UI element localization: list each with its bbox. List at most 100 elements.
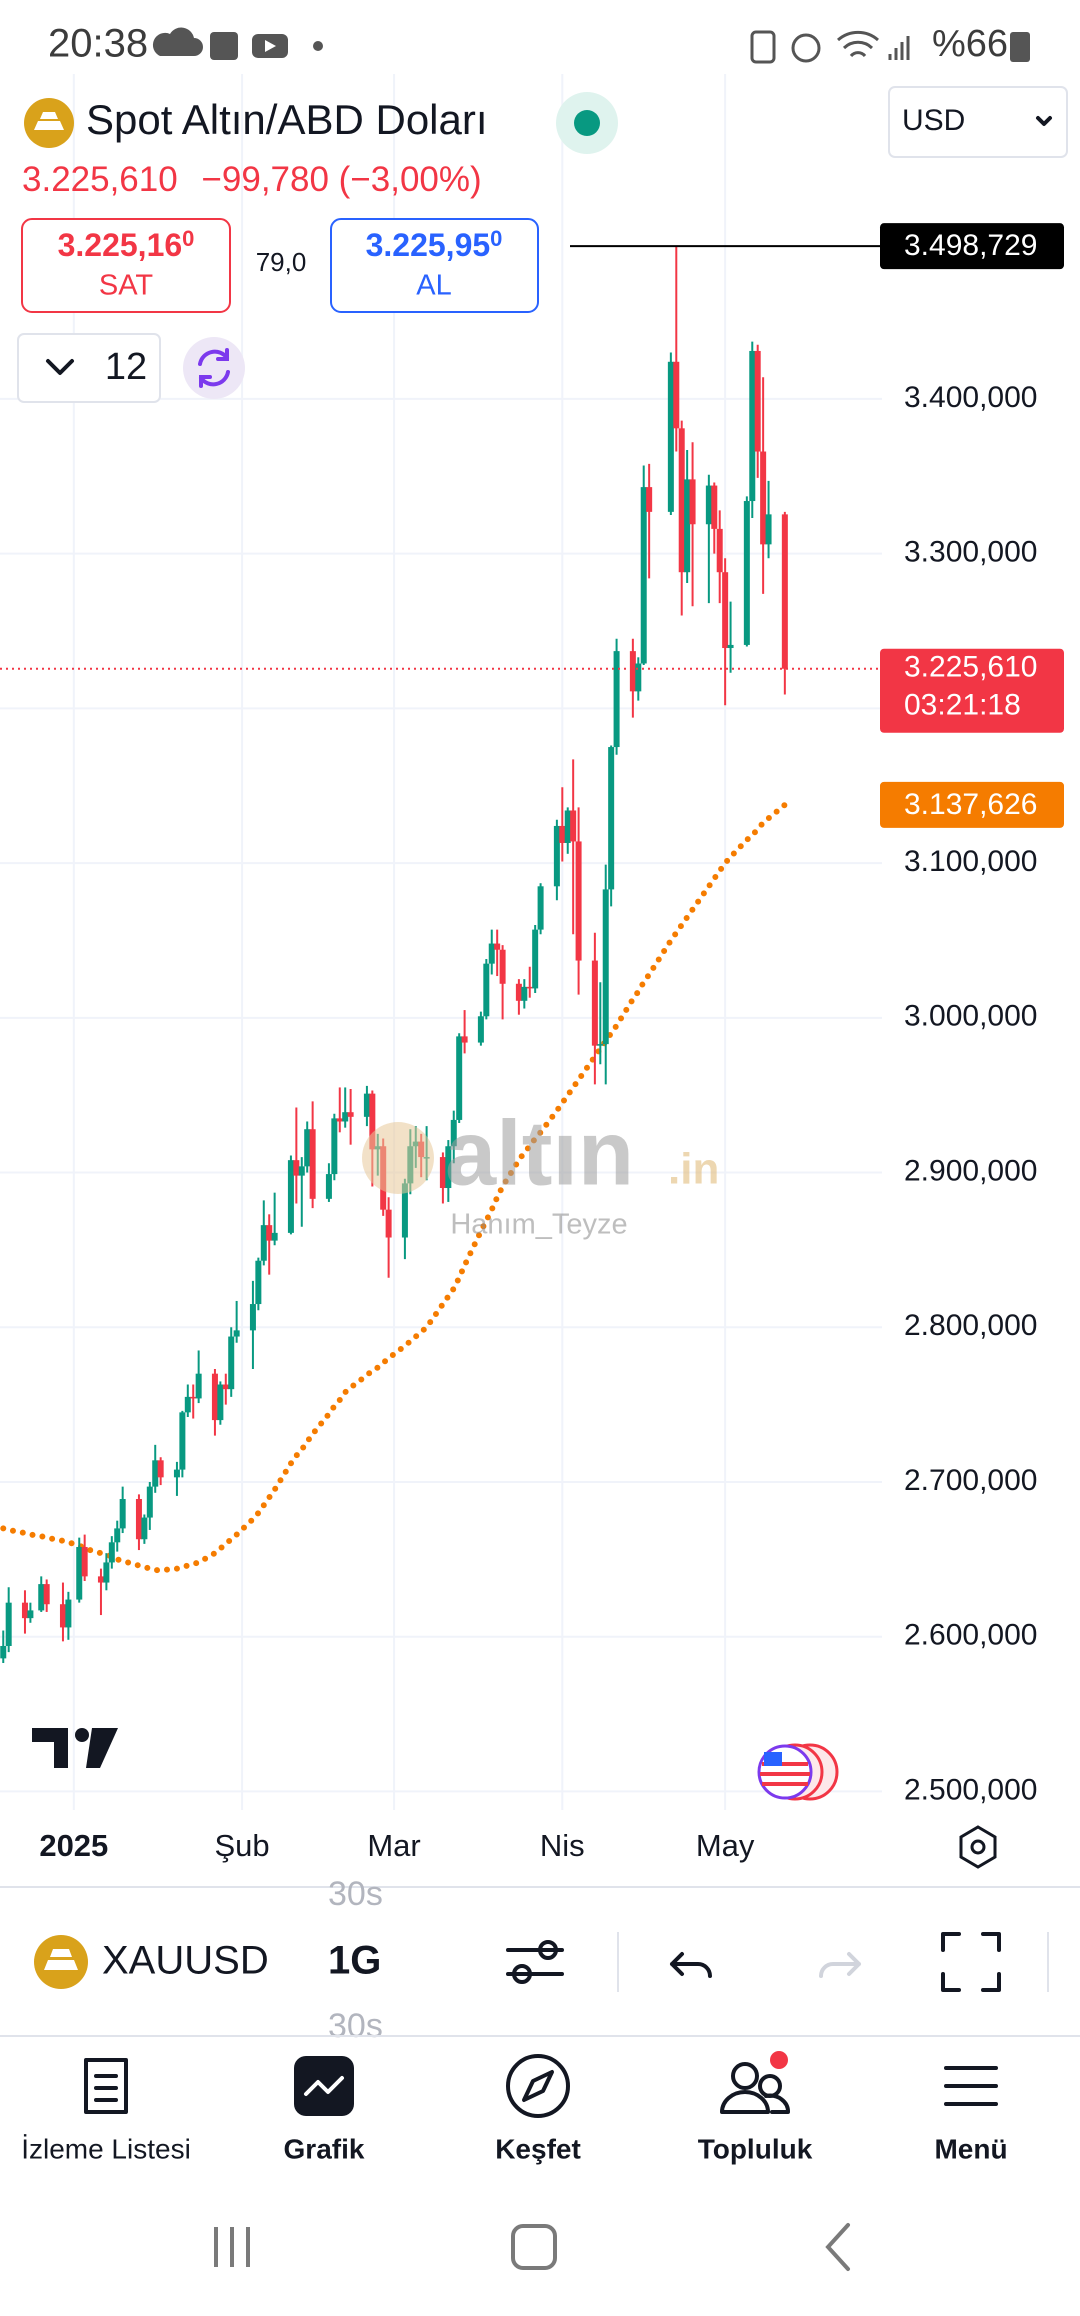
wifi-icon [837, 30, 879, 58]
candle-body [331, 1118, 338, 1175]
candle-body [81, 1546, 88, 1577]
buy-button[interactable] [330, 218, 539, 313]
fullscreen-button[interactable] [941, 1932, 1001, 1992]
candle-body [597, 1044, 604, 1046]
candle-body [293, 1160, 300, 1176]
candle-body [342, 1112, 349, 1122]
home-button[interactable] [511, 2224, 557, 2270]
signal-icon [888, 36, 910, 60]
candle-body [157, 1460, 164, 1478]
candle-body [76, 1546, 83, 1600]
candle-body [640, 487, 647, 664]
candle-body [309, 1129, 316, 1199]
candle-body [722, 572, 729, 649]
sell-button[interactable] [21, 218, 231, 313]
candle-body [667, 361, 674, 512]
currency-select[interactable] [888, 86, 1068, 158]
battery-icon [1010, 32, 1030, 62]
candle-body [570, 810, 577, 842]
watermark: altın .in Hanım_Teyze [362, 1102, 719, 1241]
buy-price: 3.225,950 [366, 226, 503, 264]
candle-body [456, 1036, 463, 1120]
candle-body [325, 1174, 332, 1199]
symbol-title[interactable]: Spot Altın/ABD Doları [86, 96, 488, 143]
candle-body [445, 1146, 452, 1189]
candle-body [43, 1584, 50, 1605]
nav-icon [84, 2058, 128, 2114]
candle-body [298, 1166, 305, 1176]
candle-body [141, 1517, 148, 1540]
watermark-user: Hanım_Teyze [450, 1209, 627, 1241]
candle-body [347, 1112, 354, 1117]
x-tick-label: 2025 [39, 1828, 108, 1863]
candle-body [385, 1209, 392, 1238]
slider-line [506, 1948, 564, 1976]
price-tag-label: 3.137,626 [904, 788, 1037, 821]
candle-body [532, 929, 539, 989]
nav-explore[interactable]: Keşfet [495, 2054, 581, 2164]
flag-canton [764, 1752, 782, 1766]
recents-button[interactable] [214, 2227, 250, 2267]
toolbar-symbol[interactable]: XAUUSD [102, 1939, 269, 1983]
dropdown-chevron [1036, 116, 1052, 126]
candle-body [401, 1183, 408, 1238]
y-tick-label: 2.500,000 [904, 1773, 1037, 1806]
candle-body [233, 1330, 240, 1337]
candle-body [537, 886, 544, 930]
toolbar: XAUUSD 30s 1G 30s [34, 1875, 1049, 2045]
nav-watchlist[interactable]: İzleme Listesi [21, 2058, 191, 2164]
candle-body [526, 986, 533, 989]
settings-button[interactable] [959, 1825, 997, 1869]
candle-body [749, 350, 756, 502]
currency-label: USD [902, 104, 965, 137]
sync-button[interactable] [183, 337, 245, 399]
candle-body [760, 451, 767, 545]
y-tick-label: 3.000,000 [904, 1000, 1037, 1033]
indicators-button[interactable] [506, 1940, 564, 1984]
price-tag [880, 223, 1064, 270]
undo-button[interactable] [670, 1952, 712, 1978]
chart: 2.500,000 2.600,000 2.700,000 2.800,000 2.90… [0, 74, 1064, 1863]
interval-option[interactable]: 30s [328, 1875, 383, 1913]
candle-body [559, 825, 566, 843]
nav-community[interactable]: Topluluk [698, 2051, 813, 2164]
candle-body [271, 1232, 278, 1241]
candle-body [689, 479, 696, 525]
events-icon[interactable] [757, 1743, 839, 1801]
price-tag-label: 3.225,610 [904, 651, 1037, 684]
candle-body [684, 479, 691, 573]
symbol-icon-bars [34, 112, 64, 130]
candle-body [119, 1499, 126, 1529]
interval-current[interactable]: 1G [328, 1939, 381, 1983]
sync-icon [198, 348, 230, 388]
candle-body [211, 1373, 218, 1421]
candle-body [65, 1599, 72, 1628]
gallery-icon [210, 32, 238, 60]
candle-body [59, 1604, 66, 1628]
candle-body [304, 1129, 311, 1167]
candle-body [103, 1562, 110, 1583]
redo-button[interactable] [819, 1952, 861, 1978]
candle-body [477, 1016, 484, 1043]
interval-toggle[interactable] [17, 333, 161, 403]
candle-body [591, 960, 598, 1046]
alarm-icon [791, 33, 821, 63]
interval-option[interactable]: 30s [328, 2007, 383, 2045]
candle-body [635, 663, 642, 692]
back-button[interactable] [825, 2223, 850, 2271]
candle-body [38, 1584, 45, 1611]
nav-icon-needle [522, 2070, 554, 2102]
candle-body [217, 1384, 224, 1421]
candle-body [646, 487, 653, 512]
buy-label: AL [416, 270, 451, 302]
watermark-brand: altın [445, 1102, 634, 1204]
candle-body [439, 1157, 446, 1189]
nav-menu[interactable]: Menü [934, 2066, 1008, 2164]
watermark-logo [362, 1122, 434, 1194]
notification-badge [770, 2051, 788, 2069]
candle-body [553, 825, 560, 887]
nav-chart[interactable]: Grafik [284, 2056, 365, 2164]
